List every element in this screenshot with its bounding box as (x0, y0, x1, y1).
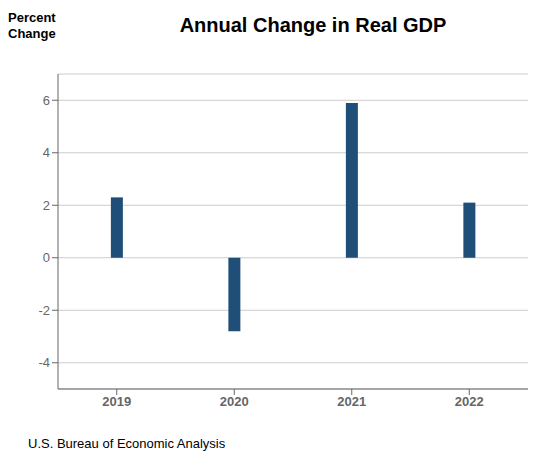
svg-text:2021: 2021 (337, 394, 366, 409)
html-text:Annual Change in Real GDP: Annual Change in Real GDP (179, 14, 447, 36)
svg-text:2020: 2020 (220, 394, 249, 409)
html-text:Percent: Percent (8, 10, 56, 25)
svg-text:-4: -4 (38, 355, 50, 370)
svg-text:4: 4 (43, 145, 50, 160)
svg-text:2019: 2019 (102, 394, 131, 409)
svg-text:6: 6 (43, 93, 50, 108)
html-text:Change: Change (8, 26, 56, 41)
svg-text:-2: -2 (38, 303, 50, 318)
html-text:U.S. Bureau of Economic Analys: U.S. Bureau of Economic Analysis (28, 436, 226, 451)
svg-text:0: 0 (43, 250, 50, 265)
svg-text:2: 2 (43, 198, 50, 213)
svg-text:2022: 2022 (455, 394, 484, 409)
